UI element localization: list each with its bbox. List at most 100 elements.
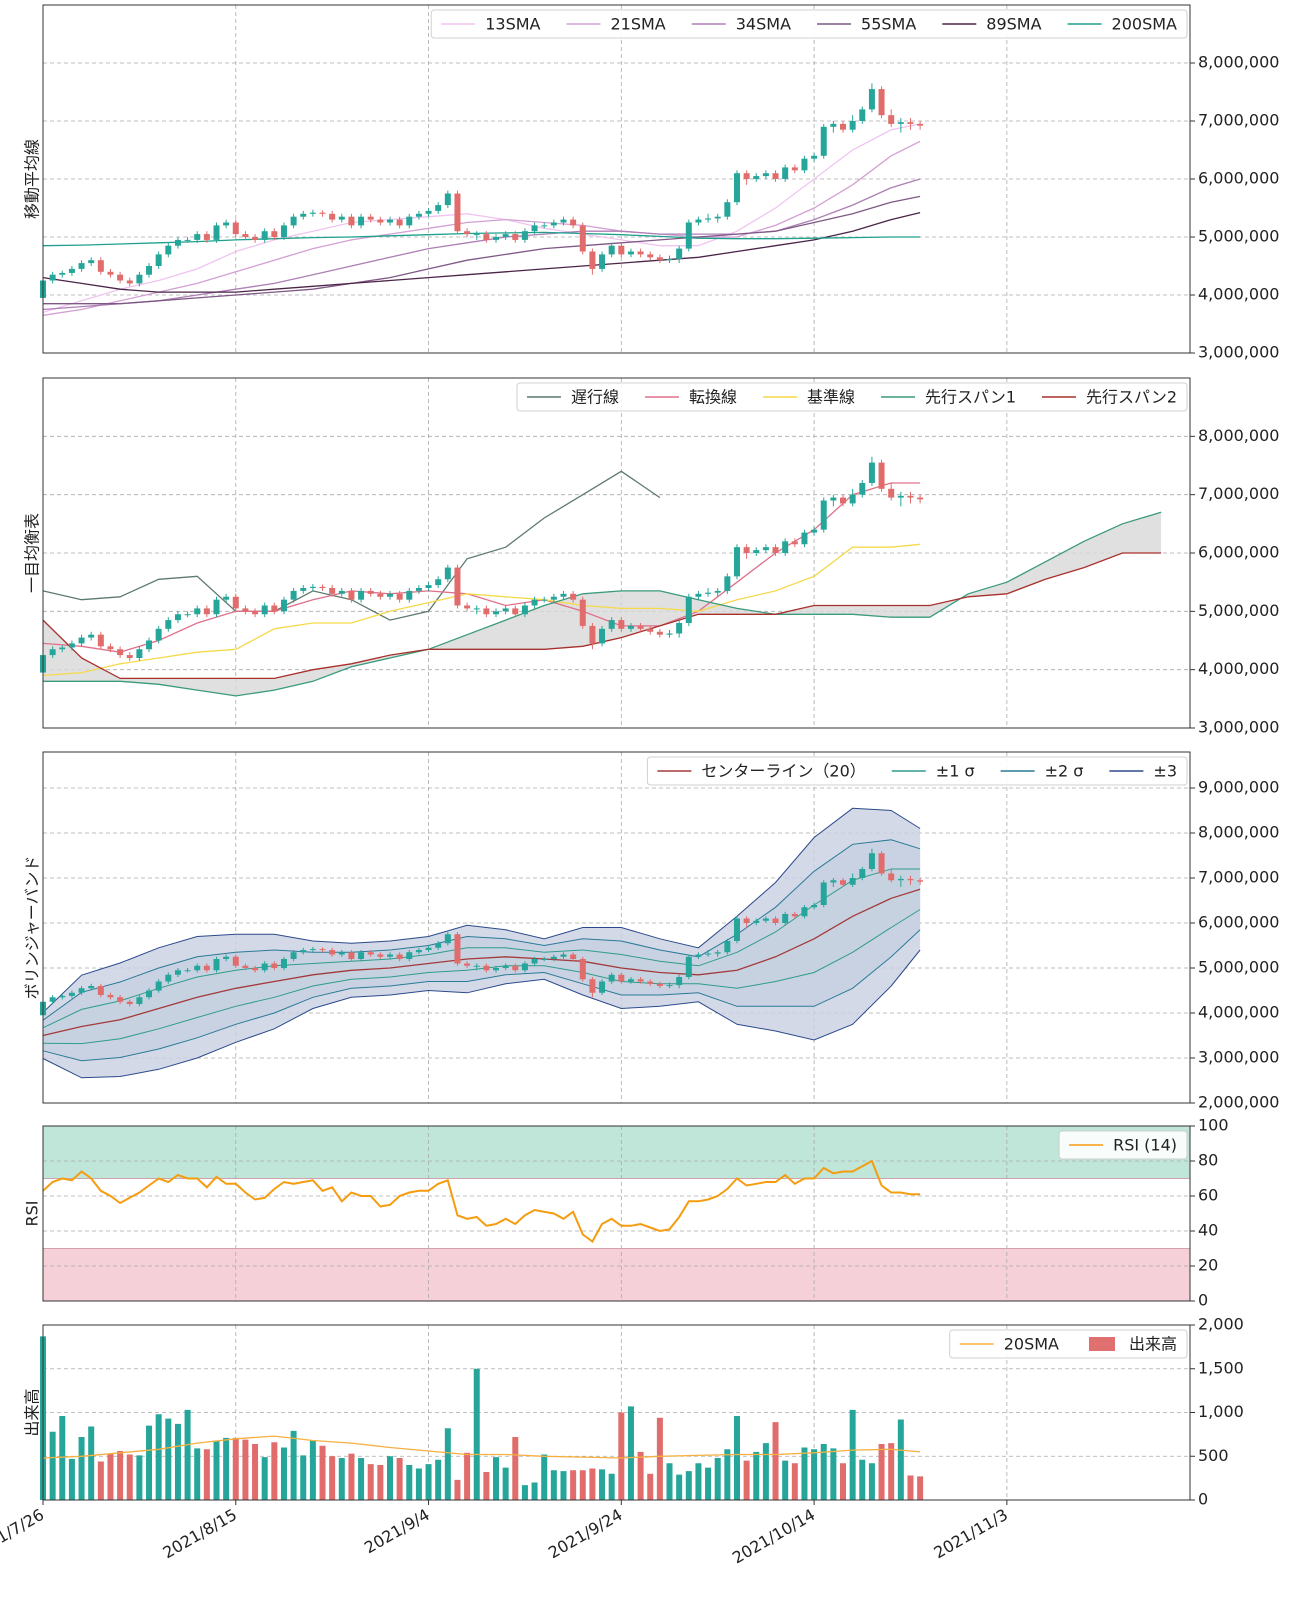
volume-bar	[252, 1444, 259, 1500]
candle-body	[868, 89, 875, 110]
candle-body	[280, 959, 287, 968]
volume-bar	[868, 1463, 875, 1500]
candle-body	[396, 954, 403, 959]
legend-label: RSI (14)	[1113, 1136, 1177, 1155]
candle-body	[117, 997, 124, 1002]
candle-body	[473, 965, 480, 967]
volume-bar	[502, 1467, 509, 1500]
candle-body	[415, 588, 422, 591]
volume-bar	[907, 1475, 914, 1500]
candle-body	[454, 934, 461, 964]
candle-body	[348, 590, 355, 600]
candle-body	[695, 954, 702, 957]
candle-body	[126, 1001, 133, 1004]
series-line	[42, 123, 921, 314]
volume-bar	[560, 1471, 567, 1500]
volume-bar	[579, 1470, 586, 1500]
candle-body	[627, 251, 634, 255]
legend-box	[430, 9, 1188, 39]
candle-body	[406, 590, 413, 600]
volume-bar	[897, 1419, 904, 1500]
y-tick-label: 3,000,000	[1198, 343, 1279, 362]
candle-body	[165, 620, 172, 629]
candle-body	[136, 997, 143, 1004]
candle-body	[290, 952, 297, 959]
series-line	[42, 1435, 921, 1459]
plot-frame	[42, 1125, 1191, 1302]
legend: センターライン（20） ±1 σ ±2 σ ±3	[646, 756, 1188, 786]
candle-body	[733, 918, 740, 941]
y-tick-label: 5,000,000	[1198, 227, 1279, 246]
candle-body	[791, 167, 798, 171]
y-tick-label: 500	[1198, 1446, 1229, 1465]
candle-body	[223, 222, 230, 226]
candle-body	[319, 586, 326, 588]
candle-body	[68, 643, 75, 648]
candle-body	[685, 596, 692, 623]
x-tick-label: 2021/11/3	[931, 1505, 1012, 1562]
candle-body	[859, 109, 866, 121]
candle-body	[415, 950, 422, 953]
volume-bar	[849, 1409, 856, 1500]
candle-body	[801, 532, 808, 545]
candle-body	[358, 590, 365, 600]
volume-bar	[88, 1426, 95, 1500]
legend-label: 89SMA	[986, 15, 1041, 34]
volume-bar	[49, 1431, 56, 1500]
candle-body	[146, 990, 153, 998]
candle-body	[502, 234, 509, 237]
volume-bar	[762, 1443, 769, 1500]
volume-bar	[59, 1416, 66, 1500]
candle-body	[184, 614, 191, 616]
volume-bar	[232, 1437, 239, 1500]
candle-body	[705, 953, 712, 955]
candle-body	[396, 593, 403, 600]
candle-body	[78, 637, 85, 644]
candle-body	[473, 234, 480, 236]
candle-body	[849, 121, 856, 130]
candle-body	[348, 952, 355, 959]
series-line	[42, 482, 921, 653]
volume-bar	[435, 1459, 442, 1500]
volume-bar	[213, 1440, 220, 1500]
candle-body	[203, 965, 210, 971]
candle-body	[897, 495, 904, 498]
candle-body	[733, 547, 740, 577]
candle-body	[165, 974, 172, 982]
candle-body	[493, 968, 500, 971]
candle-body	[49, 649, 56, 656]
candle-body	[695, 593, 702, 597]
candle-body	[97, 634, 104, 647]
legend: 13SMA 21SMA 34SMA 55SMA 89SMA 200SMA	[430, 9, 1188, 39]
candle-body	[203, 608, 210, 615]
legend-label: 遅行線	[571, 388, 619, 407]
candle-body	[676, 977, 683, 986]
candle-body	[647, 628, 654, 632]
candle-body	[435, 205, 442, 211]
legend-label: 先行スパン1	[925, 388, 1016, 407]
candle-body	[454, 567, 461, 606]
volume-bar	[859, 1459, 866, 1500]
candle-body	[762, 918, 769, 921]
candle-body	[917, 880, 924, 882]
band-line	[42, 868, 921, 1029]
volume-bar	[444, 1428, 451, 1500]
candle-body	[541, 225, 548, 227]
y-tick-label: 8,000,000	[1198, 823, 1279, 842]
candle-body	[714, 216, 721, 219]
candle-body	[531, 225, 538, 232]
candle-body	[242, 965, 249, 968]
candle-body	[146, 266, 153, 275]
candle-body	[917, 123, 924, 126]
band-fill	[43, 808, 921, 1078]
y-axis-label: 一目均衡表	[23, 513, 42, 593]
candle-body	[907, 878, 914, 881]
x-tick-label: 2021/7/26	[0, 1505, 47, 1562]
volume-bar	[309, 1440, 316, 1500]
candle-body	[319, 212, 326, 214]
candle-body	[88, 260, 95, 264]
volume-bar	[724, 1449, 731, 1500]
legend: 遅行線 転換線 基準線 先行スパン1 先行スパン2	[516, 382, 1188, 412]
y-axis-label: RSI	[23, 1201, 42, 1227]
band-line	[42, 929, 921, 1062]
